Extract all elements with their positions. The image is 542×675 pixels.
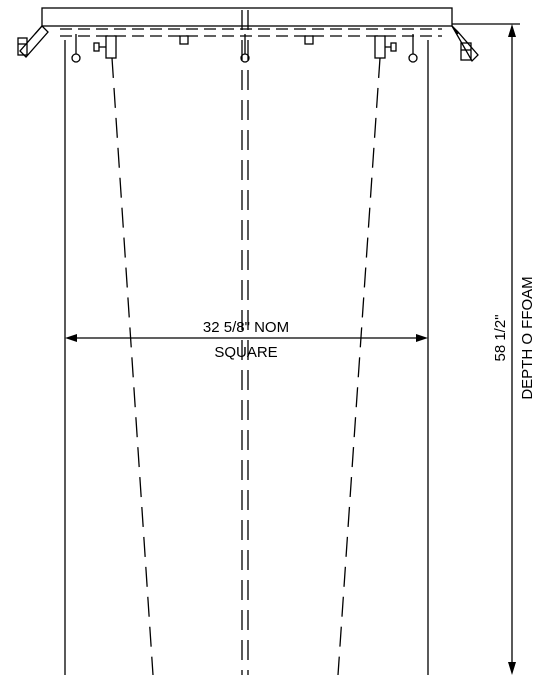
hanger-pin-left — [71, 34, 81, 63]
depth-arrow-top — [508, 24, 516, 37]
top-frame — [34, 7, 520, 35]
taper-line-left — [111, 57, 154, 675]
screw-clamps — [93, 35, 397, 59]
depth-dimension: 58 1/2" DEPTH O FFOAM — [492, 24, 536, 675]
left-bracket-clamp — [17, 37, 28, 56]
right-bracket-arm — [451, 25, 479, 63]
frame-block-left — [179, 35, 189, 45]
frame-hidden-lines — [60, 28, 442, 37]
hanger-pin-right — [408, 34, 418, 63]
foam-hidden-lines — [111, 10, 381, 675]
screw-clamp-left — [93, 35, 117, 59]
width-label-line2: SQUARE — [214, 344, 277, 361]
depth-arrow-bottom — [508, 662, 516, 675]
width-dimension: 32 5/8" NOM SQUARE — [65, 319, 428, 361]
width-arrow-left — [65, 334, 77, 342]
hanger-pins — [71, 34, 418, 63]
left-bracket — [17, 25, 49, 58]
hanger-pin-center — [240, 34, 250, 63]
frame-rim — [41, 7, 453, 27]
frame-blocks — [179, 35, 314, 45]
right-bracket-clamp — [460, 42, 472, 61]
taper-line-right — [337, 57, 381, 675]
depth-label-line2: DEPTH O FFOAM — [519, 276, 536, 399]
right-bracket — [451, 25, 479, 63]
depth-label-line1: 58 1/2" — [492, 314, 509, 361]
foam-body — [64, 40, 429, 675]
frame-block-right — [304, 35, 314, 45]
screw-clamp-right — [374, 35, 397, 59]
left-bracket-arm — [19, 25, 49, 58]
width-label-line1: 32 5/8" NOM — [203, 319, 289, 336]
width-arrow-right — [416, 334, 428, 342]
